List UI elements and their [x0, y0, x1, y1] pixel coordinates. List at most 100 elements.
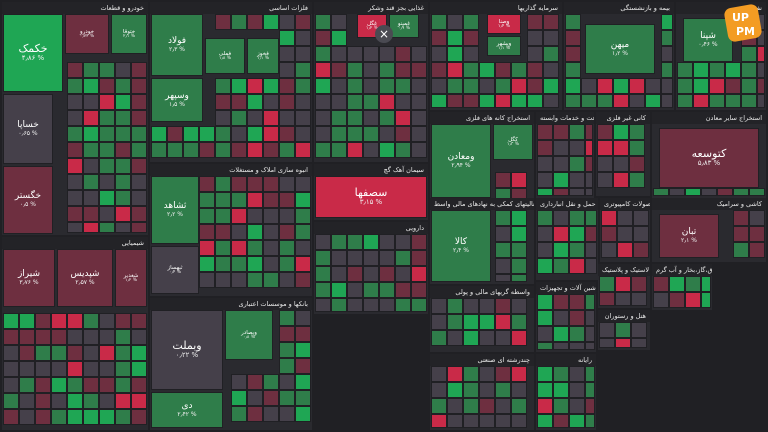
minor-stock-tile[interactable]	[741, 78, 757, 94]
minor-stock-tile[interactable]	[527, 14, 543, 30]
minor-stock-tile[interactable]	[279, 272, 295, 288]
minor-stock-tile[interactable]	[411, 250, 427, 266]
minor-stock-tile[interactable]	[295, 30, 311, 46]
minor-stock-tile[interactable]	[67, 94, 83, 110]
minor-stock-tile[interactable]	[463, 366, 479, 382]
minor-stock-tile[interactable]	[167, 126, 183, 142]
minor-stock-tile[interactable]	[199, 224, 215, 240]
minor-stock-tile[interactable]	[553, 140, 569, 156]
stock-tile[interactable]: ثشاهد ۲٫۲ %	[151, 176, 199, 244]
minor-stock-tile[interactable]	[263, 94, 279, 110]
stock-tile[interactable]: فملی ۱٫۸ %	[205, 38, 245, 74]
minor-stock-tile[interactable]	[411, 282, 427, 298]
minor-stock-tile[interactable]	[617, 242, 633, 258]
minor-stock-tile[interactable]	[447, 398, 463, 414]
minor-stock-tile[interactable]	[247, 240, 263, 256]
minor-stock-tile[interactable]	[479, 94, 495, 108]
minor-stock-tile[interactable]	[613, 124, 629, 140]
minor-stock-tile[interactable]	[495, 226, 511, 242]
minor-stock-tile[interactable]	[315, 298, 331, 312]
minor-stock-tile[interactable]	[83, 206, 99, 222]
minor-stock-tile[interactable]	[693, 78, 709, 94]
minor-stock-tile[interactable]	[717, 188, 733, 196]
minor-stock-tile[interactable]	[569, 294, 585, 310]
minor-stock-tile[interactable]	[537, 140, 553, 156]
minor-stock-tile[interactable]	[295, 358, 311, 374]
minor-stock-tile[interactable]	[67, 158, 83, 174]
minor-stock-tile[interactable]	[83, 94, 99, 110]
minor-stock-tile[interactable]	[585, 124, 593, 140]
minor-stock-tile[interactable]	[631, 322, 647, 338]
minor-stock-tile[interactable]	[431, 298, 447, 314]
minor-stock-tile[interactable]	[347, 126, 363, 142]
minor-stock-tile[interactable]	[83, 110, 99, 126]
minor-stock-tile[interactable]	[295, 374, 311, 390]
minor-stock-tile[interactable]	[661, 78, 673, 94]
minor-stock-tile[interactable]	[661, 94, 673, 108]
minor-stock-tile[interactable]	[537, 226, 553, 242]
minor-stock-tile[interactable]	[463, 382, 479, 398]
minor-stock-tile[interactable]	[395, 142, 411, 158]
minor-stock-tile[interactable]	[677, 62, 693, 78]
minor-stock-tile[interactable]	[511, 298, 527, 314]
minor-stock-tile[interactable]	[597, 94, 613, 108]
minor-stock-tile[interactable]	[613, 156, 629, 172]
minor-stock-tile[interactable]	[315, 46, 331, 62]
minor-stock-tile[interactable]	[247, 208, 263, 224]
minor-stock-tile[interactable]	[553, 342, 569, 350]
minor-stock-tile[interactable]	[553, 382, 569, 398]
minor-stock-tile[interactable]	[511, 398, 527, 414]
minor-stock-tile[interactable]	[263, 272, 279, 288]
minor-stock-tile[interactable]	[99, 190, 115, 206]
minor-stock-tile[interactable]	[701, 188, 717, 196]
minor-stock-tile[interactable]	[131, 409, 147, 425]
minor-stock-tile[interactable]	[585, 366, 595, 382]
minor-stock-tile[interactable]	[411, 266, 427, 282]
minor-stock-tile[interactable]	[67, 377, 83, 393]
minor-stock-tile[interactable]	[431, 30, 447, 46]
minor-stock-tile[interactable]	[295, 110, 311, 126]
minor-stock-tile[interactable]	[67, 62, 83, 78]
minor-stock-tile[interactable]	[581, 94, 597, 108]
minor-stock-tile[interactable]	[379, 78, 395, 94]
stock-tile[interactable]: ومعادن ۲٫۹۴ %	[431, 124, 491, 198]
minor-stock-tile[interactable]	[661, 30, 673, 46]
minor-stock-tile[interactable]	[585, 398, 595, 414]
minor-stock-tile[interactable]	[115, 190, 131, 206]
minor-stock-tile[interactable]	[115, 110, 131, 126]
minor-stock-tile[interactable]	[99, 345, 115, 361]
minor-stock-tile[interactable]	[279, 46, 295, 62]
minor-stock-tile[interactable]	[495, 78, 511, 94]
minor-stock-tile[interactable]	[733, 226, 749, 242]
minor-stock-tile[interactable]	[553, 226, 569, 242]
minor-stock-tile[interactable]	[537, 342, 553, 350]
minor-stock-tile[interactable]	[215, 176, 231, 192]
minor-stock-tile[interactable]	[379, 62, 395, 78]
minor-stock-tile[interactable]	[199, 240, 215, 256]
minor-stock-tile[interactable]	[83, 393, 99, 409]
minor-stock-tile[interactable]	[247, 176, 263, 192]
minor-stock-tile[interactable]	[463, 414, 479, 428]
minor-stock-tile[interactable]	[395, 62, 411, 78]
minor-stock-tile[interactable]	[35, 345, 51, 361]
minor-stock-tile[interactable]	[733, 210, 749, 226]
minor-stock-tile[interactable]	[247, 192, 263, 208]
stock-tile[interactable]: وصنا ۱٫۴ %	[487, 14, 521, 34]
minor-stock-tile[interactable]	[569, 310, 585, 326]
minor-stock-tile[interactable]	[511, 226, 527, 242]
minor-stock-tile[interactable]	[669, 276, 685, 292]
minor-stock-tile[interactable]	[685, 188, 701, 196]
minor-stock-tile[interactable]	[613, 172, 629, 188]
minor-stock-tile[interactable]	[331, 298, 347, 312]
minor-stock-tile[interactable]	[615, 276, 631, 292]
minor-stock-tile[interactable]	[379, 126, 395, 142]
minor-stock-tile[interactable]	[347, 282, 363, 298]
stock-tile[interactable]: کتوسعه ۵٫۸۳ %	[659, 128, 759, 188]
stock-tile[interactable]: شپدیس ۲٫۵۷ %	[57, 249, 113, 307]
minor-stock-tile[interactable]	[231, 176, 247, 192]
minor-stock-tile[interactable]	[247, 406, 263, 422]
minor-stock-tile[interactable]	[315, 78, 331, 94]
minor-stock-tile[interactable]	[99, 409, 115, 425]
minor-stock-tile[interactable]	[757, 78, 765, 94]
minor-stock-tile[interactable]	[131, 345, 147, 361]
